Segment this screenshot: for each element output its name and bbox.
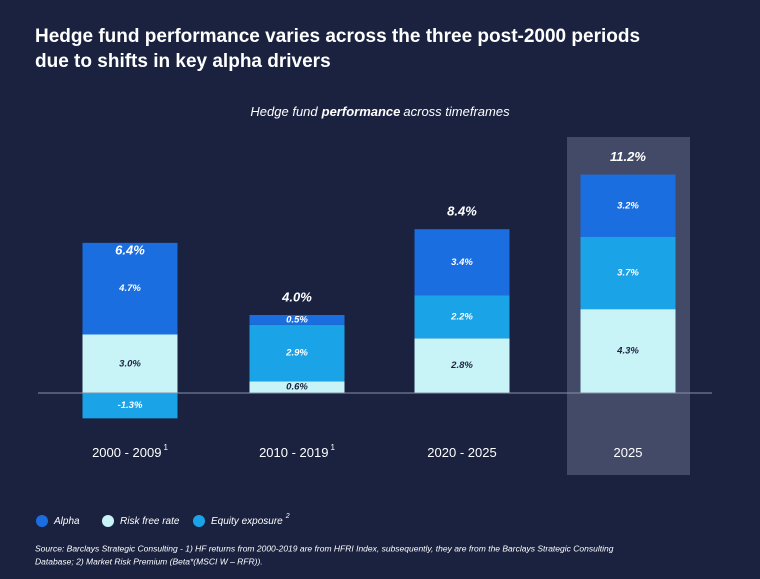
legend-label: Alpha <box>53 516 80 527</box>
x-tick-label: 2010 - 2019 1 <box>259 443 335 460</box>
legend-label: Equity exposure 2 <box>211 513 290 527</box>
x-tick-label: 2025 <box>614 445 643 460</box>
subtitle-part: across timeframes <box>403 104 510 119</box>
total-label: 4.0% <box>281 289 312 304</box>
x-tick-label: 2020 - 2025 <box>427 445 496 460</box>
bar-segment <box>249 324 345 382</box>
bar-segment <box>580 174 676 237</box>
category-name: 2025 <box>614 445 643 460</box>
value-label: 2.8% <box>450 360 473 371</box>
value-label: 0.5% <box>286 314 308 325</box>
bar-segment <box>414 229 510 296</box>
category-name: 2020 - 2025 <box>427 445 496 460</box>
value-label: 4.3% <box>616 346 639 357</box>
x-tick-label: 2000 - 2009 1 <box>92 443 168 460</box>
value-label: 2.2% <box>450 311 473 322</box>
legend-swatch <box>102 515 114 527</box>
category-name: 2010 - 2019 <box>259 445 328 460</box>
subtitle-part: performance <box>321 104 401 119</box>
legend-label: Risk free rate <box>120 516 180 527</box>
bar-segment <box>82 242 178 335</box>
bar-segment <box>82 334 178 393</box>
bar-segment <box>414 338 510 393</box>
bar-segment <box>580 237 676 310</box>
source-note: Database; 2) Market Risk Premium (Beta*(… <box>35 556 263 566</box>
value-label: 4.7% <box>118 283 141 294</box>
legend-name: Risk free rate <box>120 516 180 527</box>
legend-name: Equity exposure <box>211 516 283 527</box>
bar-segment <box>249 315 345 325</box>
footnote-marker: 1 <box>330 443 335 452</box>
subtitle-part: Hedge fund <box>250 104 318 119</box>
category-name: 2000 - 2009 <box>92 445 161 460</box>
source-note: Source: Barclays Strategic Consulting - … <box>35 543 614 553</box>
value-label: 0.6% <box>286 382 308 393</box>
value-label: 3.0% <box>119 358 141 369</box>
legend-name: Alpha <box>53 516 80 527</box>
bar-segment <box>82 393 178 419</box>
subtitle: Hedge fund performance across timeframes <box>250 104 510 119</box>
value-label: 3.2% <box>617 200 639 211</box>
bar-segment <box>414 295 510 339</box>
total-label: 6.4% <box>115 243 145 258</box>
chart-title: Hedge fund performance varies across the… <box>35 26 640 47</box>
footnote-marker: 1 <box>163 443 168 452</box>
bar-segment <box>249 381 345 393</box>
legend-swatch <box>193 515 205 527</box>
value-label: 3.4% <box>451 257 473 268</box>
chart-title: due to shifts in key alpha drivers <box>35 51 331 72</box>
value-label: 2.9% <box>285 348 308 359</box>
legend-swatch <box>36 515 48 527</box>
total-label: 8.4% <box>447 204 477 219</box>
value-label: -1.3% <box>118 400 143 411</box>
bar-segment <box>580 309 676 393</box>
value-label: 3.7% <box>617 268 639 279</box>
footnote-marker: 2 <box>285 513 290 520</box>
total-label: 11.2% <box>610 149 646 164</box>
